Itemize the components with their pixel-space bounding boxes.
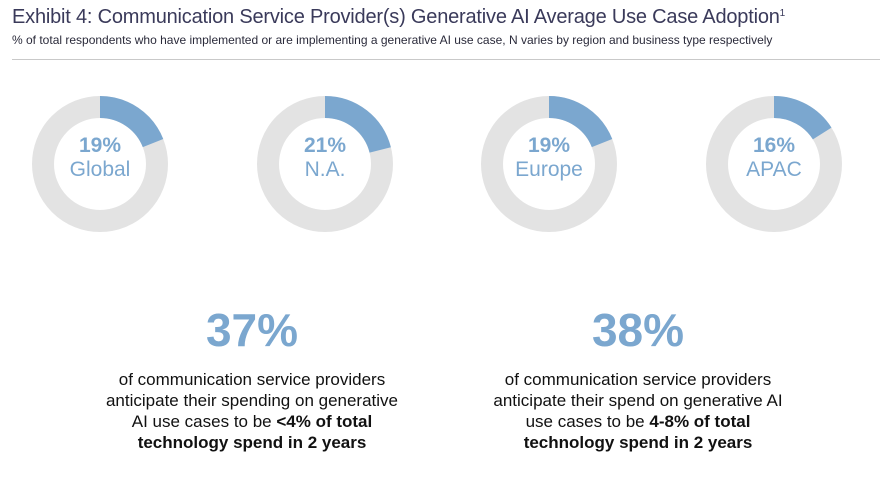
stat-2-bold-line: technology spend in 2 years — [523, 433, 753, 452]
stat-2-bold-inline: 4-8% of total — [649, 412, 751, 431]
stat-block-1: 37% of communication service providers a… — [82, 305, 422, 453]
stat-1-line-1: of communication service providers — [118, 370, 386, 389]
header-divider — [12, 59, 880, 60]
donut-europe: 19% Europe — [481, 96, 617, 232]
donut-na: 21% N.A. — [257, 96, 393, 232]
stat-1-bold-inline: <4% of total — [276, 412, 373, 431]
donut-apac-percent: 16% — [752, 134, 796, 157]
chart-header: Exhibit 4: Communication Service Provide… — [12, 6, 888, 47]
stat-2-value: 38% — [591, 304, 685, 356]
donut-global-graphic — [32, 96, 168, 232]
stat-2-description: of communication service providers antic… — [468, 369, 808, 453]
donut-europe-graphic — [481, 96, 617, 232]
donut-apac: 16% APAC — [706, 96, 842, 232]
donut-apac-region: APAC — [746, 158, 802, 181]
stat-1-bold-line: technology spend in 2 years — [137, 433, 367, 452]
chart-subtitle: % of total respondents who have implemen… — [12, 33, 773, 47]
donut-europe-slice — [481, 96, 617, 232]
donut-global-region: Global — [69, 158, 131, 181]
stat-1-line-3: AI use cases to be — [131, 412, 277, 431]
stat-block-2: 38% of communication service providers a… — [468, 305, 808, 453]
donut-europe-region: Europe — [515, 158, 583, 181]
chart-title: Exhibit 4: Communication Service Provide… — [12, 6, 888, 29]
stat-1-description: of communication service providers antic… — [82, 369, 422, 453]
stat-1-line-2: anticipate their spending on generative — [105, 391, 399, 410]
donut-apac-graphic — [706, 96, 842, 232]
donut-na-region: N.A. — [304, 158, 346, 181]
footnote-marker: 1 — [779, 8, 786, 19]
donut-na-percent: 21% — [303, 134, 347, 157]
donut-europe-percent: 19% — [527, 134, 571, 157]
stat-2-line-3: use cases to be — [525, 412, 650, 431]
donut-apac-slice — [706, 96, 842, 232]
chart-title-text: Exhibit 4: Communication Service Provide… — [12, 6, 780, 28]
stat-1-value: 37% — [205, 304, 299, 356]
donut-na-graphic — [257, 96, 393, 232]
donut-global-slice — [32, 96, 168, 232]
donut-na-slice — [257, 96, 393, 232]
stat-2-line-2: anticipate their spend on generative AI — [493, 391, 783, 410]
stat-2-line-1: of communication service providers — [504, 370, 772, 389]
donut-global: 19% Global — [32, 96, 168, 232]
donut-global-percent: 19% — [78, 134, 122, 157]
